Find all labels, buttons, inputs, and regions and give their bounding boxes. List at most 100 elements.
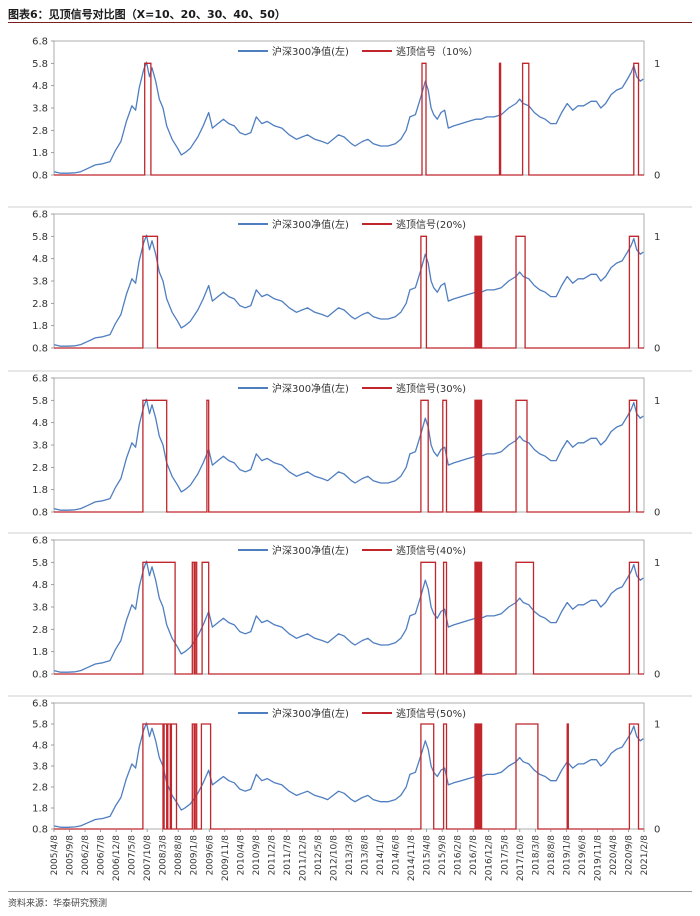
x-tick-label: 2010/4/8 xyxy=(236,835,246,876)
x-tick-label: 2014/6/8 xyxy=(392,835,402,876)
x-tick-label: 2007/5/8 xyxy=(128,835,138,876)
left-tick-label: 3.8 xyxy=(32,762,48,773)
left-tick-label: 3.8 xyxy=(32,277,48,288)
chart-stack: 6.8 5.8 4.8 3.8 2.8 1.8 0.8 1 0 沪深300净值(左) 逃顶信号（10… xyxy=(8,37,692,881)
left-tick-label: 2.8 xyxy=(32,783,48,794)
right-tick-label: 1 xyxy=(654,59,660,70)
x-tick-label: 2019/6/8 xyxy=(578,835,588,876)
x-tick-label: 2005/9/8 xyxy=(66,835,76,876)
x-tick-label: 2005/4/8 xyxy=(50,835,60,876)
signal-series-line-2 xyxy=(54,235,644,349)
x-tick-label: 2008/3/8 xyxy=(159,835,169,876)
x-tick-label: 2017/5/8 xyxy=(500,835,510,876)
left-tick-label: 6.8 xyxy=(32,374,48,385)
left-tick-label: 2.8 xyxy=(32,299,48,310)
left-tick-label: 6.8 xyxy=(32,699,48,710)
x-tick-label: 2014/11/8 xyxy=(407,835,417,881)
legend-nav-label: 沪深300净值(左) xyxy=(272,707,349,720)
legend-nav-label: 沪深300净值(左) xyxy=(272,382,349,395)
x-tick-label: 2008/8/8 xyxy=(174,835,184,876)
source-divider xyxy=(8,891,692,892)
x-tick-label: 2011/12/8 xyxy=(298,835,308,881)
x-tick-label: 2011/7/8 xyxy=(283,835,293,876)
left-tick-label: 0.8 xyxy=(32,508,48,519)
x-tick-label: 2015/9/8 xyxy=(438,835,448,876)
x-tick-label: 2019/11/8 xyxy=(593,835,603,881)
x-tick-label: 2021/2/8 xyxy=(640,835,650,876)
right-tick-label: 0 xyxy=(654,171,660,182)
plot-frame-1 xyxy=(53,40,645,176)
x-tick-label: 2012/10/8 xyxy=(329,835,339,881)
left-tick-label: 0.8 xyxy=(32,825,48,836)
signal-series-line-1 xyxy=(54,62,644,176)
x-tick-label: 2013/3/8 xyxy=(345,835,355,876)
nav-series-line-5 xyxy=(53,722,644,828)
left-tick-label: 3.8 xyxy=(32,603,48,614)
left-tick-label: 5.8 xyxy=(32,396,48,407)
x-tick-label: 2014/1/8 xyxy=(376,835,386,876)
title-divider xyxy=(8,22,692,23)
x-tick-label: 2007/10/8 xyxy=(143,835,153,881)
legend-signal-label: 逃顶信号(50%) xyxy=(396,707,466,720)
x-tick-label: 2006/7/8 xyxy=(97,835,107,876)
x-tick-label: 2009/11/8 xyxy=(221,835,231,881)
right-tick-label: 0 xyxy=(654,508,660,519)
x-tick-label: 2019/1/8 xyxy=(562,835,572,876)
legend-signal-label: 逃顶信号（10%） xyxy=(396,45,478,58)
x-tick-label: 2018/3/8 xyxy=(531,835,541,876)
nav-series-line-1 xyxy=(53,61,644,174)
left-tick-label: 1.8 xyxy=(32,647,48,658)
left-tick-label: 2.8 xyxy=(32,126,48,137)
x-tick-label: 2012/5/8 xyxy=(314,835,324,876)
left-tick-label: 2.8 xyxy=(32,463,48,474)
left-tick-label: 4.8 xyxy=(32,418,48,429)
left-tick-label: 1.8 xyxy=(32,321,48,332)
right-tick-label: 1 xyxy=(654,558,660,569)
source-label: 资料来源：华泰研究预测 xyxy=(8,899,108,909)
nav-series-line-3 xyxy=(53,398,644,511)
x-tick-label: 2020/9/8 xyxy=(624,835,634,876)
left-tick-label: 5.8 xyxy=(32,59,48,70)
left-tick-label: 1.8 xyxy=(32,485,48,496)
figure-title: 图表6：见顶信号对比图（X=10、20、30、40、50） xyxy=(8,8,286,21)
x-tick-label: 2006/2/8 xyxy=(81,835,91,876)
right-tick-label: 1 xyxy=(654,396,660,407)
left-tick-label: 3.8 xyxy=(32,104,48,115)
legend-nav-label: 沪深300净值(左) xyxy=(272,544,349,557)
left-tick-label: 5.8 xyxy=(32,720,48,731)
left-tick-label: 0.8 xyxy=(32,344,48,355)
left-tick-label: 4.8 xyxy=(32,741,48,752)
left-tick-label: 5.8 xyxy=(32,558,48,569)
x-tick-label: 2006/12/8 xyxy=(112,835,122,881)
left-tick-label: 1.8 xyxy=(32,148,48,159)
legend-nav-label: 沪深300净值(左) xyxy=(272,45,349,58)
right-tick-label: 1 xyxy=(654,232,660,243)
legend-signal-label: 逃顶信号(30%) xyxy=(396,382,466,395)
x-tick-label: 2016/2/8 xyxy=(454,835,464,876)
left-tick-label: 0.8 xyxy=(32,171,48,182)
right-tick-label: 0 xyxy=(654,825,660,836)
left-tick-label: 4.8 xyxy=(32,81,48,92)
left-tick-label: 5.8 xyxy=(32,232,48,243)
left-tick-label: 2.8 xyxy=(32,625,48,636)
left-tick-label: 3.8 xyxy=(32,441,48,452)
x-tick-label: 2015/4/8 xyxy=(423,835,433,876)
x-tick-label: 2016/12/8 xyxy=(485,835,495,881)
left-tick-label: 6.8 xyxy=(32,37,48,48)
legend-nav-label: 沪深300净值(左) xyxy=(272,218,349,231)
signal-series-line-5 xyxy=(54,723,644,830)
nav-series-line-2 xyxy=(53,234,644,347)
right-tick-label: 1 xyxy=(654,720,660,731)
left-tick-label: 1.8 xyxy=(32,804,48,815)
left-tick-label: 4.8 xyxy=(32,254,48,265)
legend-signal-label: 逃顶信号(40%) xyxy=(396,544,466,557)
left-tick-label: 6.8 xyxy=(32,536,48,547)
x-tick-label: 2009/6/8 xyxy=(205,835,215,876)
x-tick-label: 2009/1/8 xyxy=(190,835,200,876)
signal-series-line-4 xyxy=(54,561,644,675)
left-tick-label: 0.8 xyxy=(32,670,48,681)
x-tick-label: 2020/4/8 xyxy=(609,835,619,876)
left-tick-label: 6.8 xyxy=(32,210,48,221)
signal-series-line-3 xyxy=(54,399,644,513)
x-tick-label: 2017/10/8 xyxy=(516,835,526,881)
